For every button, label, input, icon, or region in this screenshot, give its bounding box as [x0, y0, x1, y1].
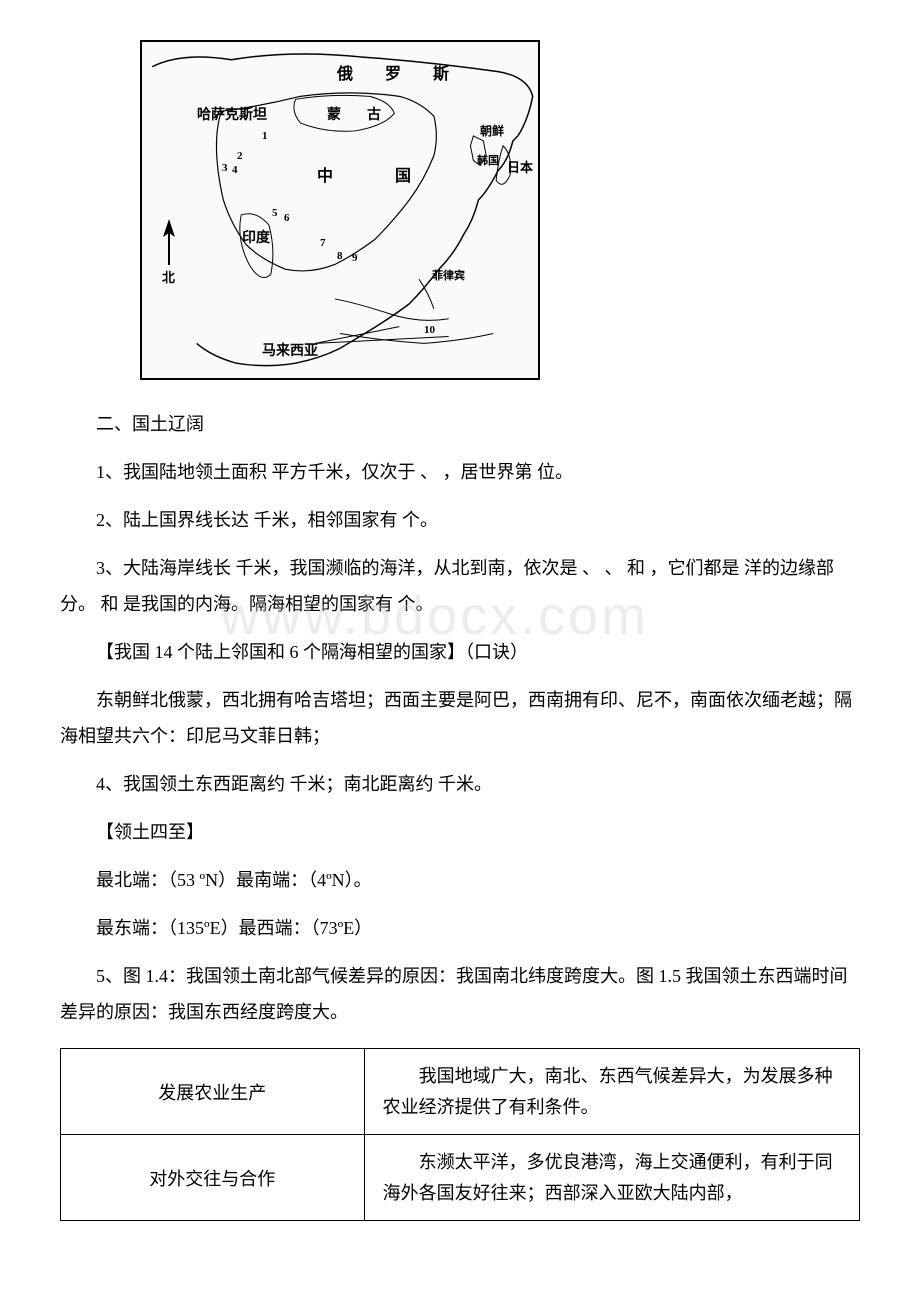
map-label-russia: 俄 罗 斯: [337, 60, 457, 84]
page-container: 俄 罗 斯 哈萨克斯坦 蒙 古 朝鲜 韩国 日本 中 国 印度 菲律宾 马来西亚…: [0, 0, 920, 1261]
map-number-6: 6: [284, 212, 290, 224]
map-number-2: 2: [237, 150, 243, 162]
paragraph-6: 4、我国领土东西距离约 千米；南北距离约 千米。: [60, 766, 860, 802]
map-number-8: 8: [337, 250, 343, 262]
paragraph-7: 【领土四至】: [60, 814, 860, 850]
paragraph-9: 最东端：（135ºE）最西端：（73ºE）: [60, 910, 860, 946]
map-number-10: 10: [424, 324, 435, 336]
map-label-malaysia: 马来西亚: [262, 340, 318, 360]
paragraph-1: 1、我国陆地领土面积 平方千米，仅次于 、 ，居世界第 位。: [60, 454, 860, 490]
map-label-china: 中 国: [317, 162, 421, 186]
map-label-philippines: 菲律宾: [432, 267, 465, 283]
map-label-india: 印度: [242, 227, 270, 247]
table-row: 对外交往与合作 东濒太平洋，多优良港湾，海上交通便利，有利于同海外各国友好往来；…: [61, 1135, 860, 1221]
table-cell-right-1: 东濒太平洋，多优良港湾，海上交通便利，有利于同海外各国友好往来；西部深入亚欧大陆…: [364, 1135, 859, 1221]
map-number-3: 3: [222, 162, 228, 174]
map-number-9: 9: [352, 252, 358, 264]
table-row: 发展农业生产 我国地域广大，南北、东西气候差异大，为发展多种农业经济提供了有利条…: [61, 1049, 860, 1135]
map-label-mongolia: 蒙 古: [327, 104, 387, 124]
map-label-nkorea: 朝鲜: [480, 122, 504, 139]
map-number-1: 1: [262, 130, 268, 142]
paragraph-10: 5、图 1.4：我国领土南北部气候差异的原因：我国南北纬度跨度大。图 1.5 我…: [60, 958, 860, 1030]
advantages-table: 发展农业生产 我国地域广大，南北、东西气候差异大，为发展多种农业经济提供了有利条…: [60, 1048, 860, 1221]
map-figure: 俄 罗 斯 哈萨克斯坦 蒙 古 朝鲜 韩国 日本 中 国 印度 菲律宾 马来西亚…: [140, 40, 540, 380]
compass-label: 北: [162, 267, 175, 286]
map-number-5: 5: [272, 207, 278, 219]
compass-icon: [157, 217, 182, 267]
map-number-7: 7: [320, 237, 326, 249]
paragraph-4: 【我国 14 个陆上邻国和 6 个隔海相望的国家】（口诀）: [60, 634, 860, 670]
map-number-4: 4: [232, 164, 238, 176]
map-label-skorea: 韩国: [477, 152, 499, 168]
map-label-japan: 日本: [507, 157, 533, 176]
section-title-2: 二、国土辽阔: [60, 410, 860, 436]
table-cell-left-0: 发展农业生产: [61, 1049, 365, 1135]
map-outline-svg: [142, 42, 538, 378]
paragraph-8: 最北端：（53 ºN）最南端：（4ºN）。: [60, 862, 860, 898]
paragraph-5: 东朝鲜北俄蒙，西北拥有哈吉塔坦；西面主要是阿巴，西南拥有印、尼不，南面依次缅老越…: [60, 682, 860, 754]
paragraph-3: 3、大陆海岸线长 千米，我国濒临的海洋，从北到南，依次是 、 、 和 ，它们都是…: [60, 550, 860, 622]
table-cell-right-0: 我国地域广大，南北、东西气候差异大，为发展多种农业经济提供了有利条件。: [364, 1049, 859, 1135]
map-label-kazakhstan: 哈萨克斯坦: [197, 104, 267, 124]
paragraph-2: 2、陆上国界线长达 千米，相邻国家有 个。: [60, 502, 860, 538]
table-cell-left-1: 对外交往与合作: [61, 1135, 365, 1221]
content-section: 二、国土辽阔 1、我国陆地领土面积 平方千米，仅次于 、 ，居世界第 位。 2、…: [60, 410, 860, 1221]
